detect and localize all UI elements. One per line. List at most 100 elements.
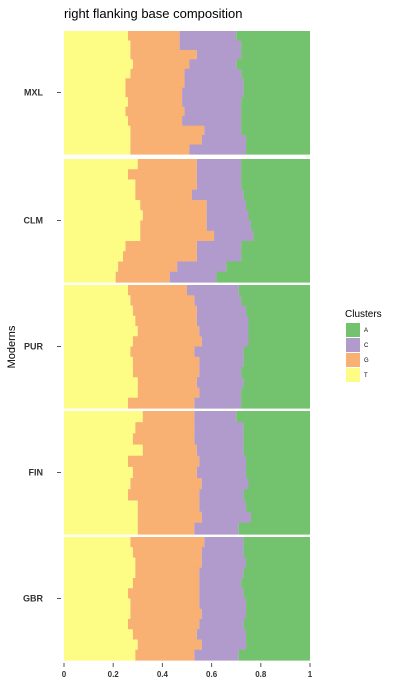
bar-segment-fin-6-g	[132, 466, 197, 479]
legend-swatch-a	[346, 323, 360, 337]
bar-segment-fin-11-a	[238, 522, 310, 535]
bar-segment-mxl-4-g	[132, 59, 190, 70]
bar-segment-mxl-3-a	[241, 49, 310, 60]
bar-segment-clm-7-t	[64, 220, 141, 232]
bar-segment-fin-10-a	[250, 511, 310, 524]
bar-segment-pur-5-a	[248, 326, 310, 337]
bar-segment-gbr-5-a	[241, 578, 310, 589]
bar-segment-fin-1-g	[142, 411, 195, 423]
bar-segment-fin-1-c	[194, 411, 237, 423]
bar-segment-clm-12-t	[64, 271, 116, 283]
x-tick-label: 0.2	[108, 670, 120, 679]
bar-segment-fin-4-g	[142, 444, 197, 457]
y-axis-title: Moderns	[6, 325, 18, 368]
bar-segment-clm-10-c	[196, 251, 242, 263]
bar-segment-fin-10-t	[64, 511, 138, 524]
bar-segment-fin-3-t	[64, 433, 133, 446]
bar-segment-gbr-11-a	[246, 639, 310, 651]
bar-segment-fin-7-t	[64, 478, 131, 490]
bar-segment-clm-11-c	[177, 261, 227, 273]
bar-segment-fin-11-c	[194, 522, 239, 535]
bar-segment-clm-10-g	[123, 251, 197, 263]
bar-segment-mxl-7-c	[182, 87, 244, 98]
panel-pur: PUR	[24, 285, 310, 409]
bar-segment-clm-10-t	[64, 251, 124, 263]
bar-segment-pur-10-a	[243, 377, 310, 389]
bar-segment-mxl-5-c	[184, 68, 242, 79]
bar-segment-clm-12-a	[216, 271, 310, 283]
bar-segment-mxl-12-t	[64, 135, 131, 146]
bar-segment-pur-7-t	[64, 346, 131, 358]
bar-segment-mxl-11-g	[130, 125, 205, 136]
bar-segment-clm-3-t	[64, 179, 136, 191]
bar-segment-clm-10-a	[241, 251, 310, 263]
bar-segment-mxl-8-g	[127, 97, 183, 108]
bar-segment-gbr-5-t	[64, 578, 133, 589]
panels-layer: MXL CLM PUR FIN GBR	[23, 31, 310, 661]
bar-segment-gbr-9-g	[127, 619, 200, 630]
bar-segment-mxl-8-a	[241, 97, 310, 108]
bar-segment-pur-7-g	[130, 346, 195, 358]
bar-segment-gbr-7-g	[130, 598, 200, 610]
bar-segment-clm-9-t	[64, 241, 126, 252]
bar-segment-fin-3-g	[132, 433, 195, 446]
bar-segment-fin-2-c	[194, 422, 244, 434]
chart-title: right flanking base composition	[64, 6, 243, 21]
bar-segment-pur-9-t	[64, 367, 133, 378]
bar-segment-mxl-9-a	[241, 106, 310, 117]
bar-segment-clm-11-t	[64, 261, 119, 273]
bar-segment-fin-10-c	[201, 511, 251, 524]
bar-segment-mxl-1-g	[127, 31, 180, 42]
bar-segment-mxl-13-c	[189, 144, 247, 155]
bar-segment-mxl-13-g	[130, 144, 190, 155]
bar-segment-pur-7-a	[243, 346, 310, 358]
bar-segment-mxl-12-a	[246, 135, 310, 146]
bar-segment-mxl-10-t	[64, 116, 128, 127]
bar-segment-mxl-7-g	[125, 87, 183, 98]
bar-segment-mxl-13-t	[64, 144, 131, 155]
x-tick-label: 1	[308, 670, 313, 679]
bar-segment-mxl-1-a	[236, 31, 310, 42]
bar-segment-mxl-4-c	[189, 59, 237, 70]
bar-segment-clm-4-a	[243, 189, 310, 201]
bar-segment-pur-11-a	[241, 387, 310, 399]
bar-segment-clm-2-a	[241, 169, 310, 181]
panel-mxl: MXL	[24, 31, 310, 155]
x-tick-label: 0	[62, 670, 67, 679]
bar-segment-pur-2-t	[64, 295, 131, 307]
bar-segment-pur-1-t	[64, 285, 128, 296]
panel-label-pur: PUR	[24, 342, 44, 352]
bar-segment-clm-4-g	[135, 189, 192, 201]
bar-segment-pur-8-g	[132, 356, 200, 368]
bar-segment-gbr-10-a	[246, 629, 310, 641]
bar-segment-gbr-4-a	[243, 567, 310, 579]
bar-segment-pur-10-t	[64, 377, 138, 389]
legend-swatch-t	[346, 368, 360, 382]
bar-segment-gbr-9-c	[199, 619, 244, 630]
bar-segment-clm-5-c	[206, 200, 247, 211]
bar-segment-mxl-7-a	[243, 87, 310, 98]
bar-segment-gbr-6-a	[243, 588, 310, 600]
panel-fin: FIN	[29, 411, 310, 535]
bar-segment-gbr-11-c	[201, 639, 247, 651]
bar-segment-fin-11-t	[64, 522, 138, 535]
panel-clm: CLM	[24, 159, 310, 283]
bar-segment-pur-3-a	[246, 305, 310, 317]
bar-segment-mxl-5-a	[241, 68, 310, 79]
bar-segment-gbr-3-g	[135, 557, 202, 569]
bar-segment-pur-11-t	[64, 387, 138, 399]
bar-segment-fin-9-g	[137, 500, 200, 513]
bar-segment-mxl-5-g	[130, 68, 185, 79]
bar-segment-mxl-6-g	[125, 78, 185, 89]
bar-segment-fin-5-a	[246, 455, 310, 468]
bar-segment-mxl-6-a	[243, 78, 310, 89]
bar-segment-pur-5-c	[199, 326, 249, 337]
bar-segment-gbr-8-c	[201, 608, 247, 620]
bar-segment-gbr-8-g	[130, 608, 202, 620]
legend-label-a: A	[364, 328, 368, 334]
bar-segment-fin-8-a	[243, 489, 310, 502]
bar-segment-mxl-1-c	[179, 31, 237, 42]
bar-segment-clm-1-t	[64, 159, 138, 170]
bar-segment-mxl-4-a	[236, 59, 310, 70]
